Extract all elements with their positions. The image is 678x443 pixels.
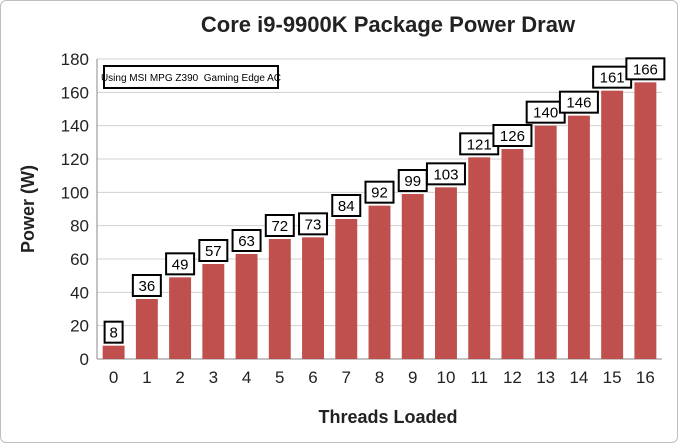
data-label: 57 [205,243,222,260]
y-tick-label: 20 [70,317,89,336]
bar [501,149,524,359]
annotation-box [103,65,279,89]
data-label: 92 [371,185,388,202]
data-label-box [425,162,466,186]
y-tick-label: 160 [61,83,89,102]
data-label: 121 [467,136,492,153]
bar [435,187,457,359]
x-axis-label: Threads Loaded [318,407,457,427]
bar [567,115,590,360]
y-tick-label: 0 [80,350,89,369]
x-tick-label: 14 [569,368,588,387]
bar [268,239,291,359]
bar [169,277,192,359]
data-label: 72 [271,218,288,235]
data-label-box [558,90,599,114]
data-label: 146 [566,95,591,112]
x-tick-label: 6 [308,368,317,387]
x-tick-label: 16 [636,368,655,387]
bar [534,125,557,360]
bar [202,264,225,359]
x-tick-label: 7 [342,368,351,387]
data-label-box [103,320,124,344]
data-label: 166 [633,61,658,78]
data-label: 161 [600,70,625,87]
y-tick-label: 60 [70,250,89,269]
y-tick-label: 100 [61,183,89,202]
data-label: 103 [433,166,458,183]
data-label: 63 [238,233,255,250]
data-label-box [165,252,196,276]
y-tick-label: 120 [61,150,89,169]
data-label-box [231,229,262,252]
x-tick-label: 3 [209,368,218,387]
x-tick-label: 1 [142,368,151,387]
data-label-box [331,194,362,217]
x-tick-label: 13 [536,368,555,387]
bar [335,219,358,359]
data-label: 140 [533,105,558,122]
x-tick-label: 9 [408,368,417,387]
x-tick-label: 0 [109,368,118,387]
x-tick-label: 15 [603,368,622,387]
x-tick-label: 5 [275,368,284,387]
bar [468,157,491,359]
y-tick-label: 180 [61,50,89,69]
x-tick-label: 8 [375,368,384,387]
data-label: 99 [404,173,421,190]
data-label-box [264,214,295,237]
y-tick-label: 40 [70,283,89,302]
data-label-box [625,57,666,81]
x-tick-label: 11 [470,368,488,387]
y-axis-label: Power (W) [18,165,38,253]
data-label-box [492,124,533,147]
data-label-box [298,212,329,236]
x-tick-label: 4 [242,368,251,387]
data-label: 84 [338,198,355,215]
x-tick-label: 10 [437,368,456,387]
data-label: 49 [172,256,189,273]
annotation-text: Using MSI MPG Z390 Gaming Edge AC [101,73,281,84]
bar [302,237,324,359]
chart-title: Core i9-9900K Package Power Draw [201,12,576,37]
data-label-box [131,274,162,297]
x-tick-label: 2 [175,368,184,387]
y-tick-label: 140 [61,117,89,136]
y-tick-label: 80 [70,217,89,236]
data-label-box [364,180,395,204]
data-label: 36 [139,278,156,295]
bar [102,345,125,359]
bar [235,254,258,359]
bar [401,194,424,359]
data-label: 126 [500,128,525,145]
bar [135,299,158,359]
bar [601,90,624,360]
data-label: 73 [305,216,322,233]
x-tick-label: 12 [503,368,522,387]
data-label: 8 [109,325,117,342]
bar [368,205,391,359]
data-label-box [198,239,229,262]
bar [634,82,657,359]
